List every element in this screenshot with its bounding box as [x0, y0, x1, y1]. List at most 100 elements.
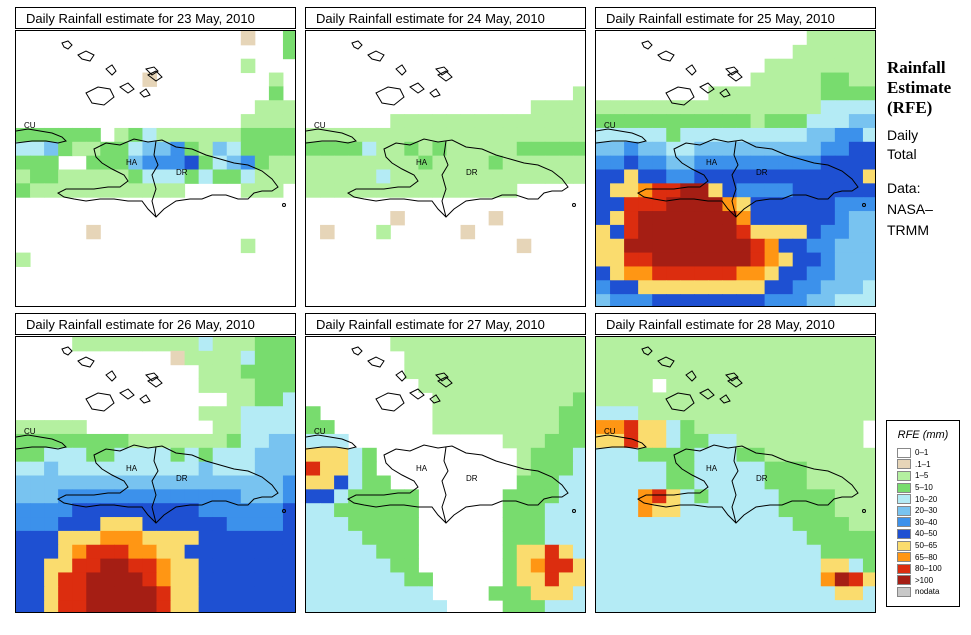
- rainfall-cell: [708, 238, 723, 254]
- rainfall-cell: [862, 294, 875, 306]
- rainfall-cell: [334, 503, 349, 518]
- rainfall-cell: [624, 183, 639, 198]
- rfe-line-1: Rainfall: [887, 58, 946, 77]
- rainfall-cell: [778, 392, 794, 407]
- rainfall-cell: [736, 600, 752, 612]
- rainfall-cell: [488, 406, 504, 421]
- rainfall-cell: [306, 155, 321, 170]
- rainfall-cell: [226, 517, 242, 532]
- legend-label: .1–1: [915, 459, 931, 469]
- rfe-line-2: Estimate: [887, 78, 952, 97]
- rainfall-cell: [750, 572, 766, 587]
- rainfall-cell: [694, 238, 709, 254]
- rainfall-cell: [736, 252, 752, 267]
- rainfall-cell: [268, 406, 284, 421]
- rainfall-cell: [282, 447, 295, 463]
- rainfall-cell: [212, 461, 228, 476]
- rainfall-cell: [764, 392, 780, 407]
- rainfall-cell: [708, 530, 723, 546]
- rainfall-cell: [226, 141, 242, 157]
- rainfall-cell: [254, 558, 270, 573]
- rainfall-cell: [792, 86, 808, 101]
- rainfall-cell: [254, 447, 270, 463]
- rainfall-cell: [736, 544, 752, 560]
- island-coastline: [145, 66, 159, 76]
- rainfall-cell: [544, 530, 560, 546]
- rainfall-cell: [610, 558, 625, 573]
- rainfall-cell: [268, 572, 284, 587]
- rainfall-cell: [680, 266, 695, 281]
- rainfall-cell: [362, 155, 377, 170]
- rainfall-cell: [708, 544, 723, 560]
- rainfall-cell: [722, 224, 737, 240]
- rainfall-cell: [862, 558, 875, 573]
- rainfall-cell: [778, 252, 794, 267]
- rainfall-cell: [778, 447, 794, 463]
- rainfall-cell: [862, 447, 875, 463]
- rainfall-cell: [240, 141, 256, 157]
- rainfall-cell: [834, 572, 850, 587]
- rainfall-cell: [778, 461, 794, 476]
- rainfall-cell: [572, 489, 585, 504]
- rfe-line-3: (RFE): [887, 98, 933, 117]
- rainfall-cell: [268, 447, 284, 463]
- rainfall-cell: [596, 183, 611, 198]
- rainfall-cell: [142, 586, 157, 601]
- rainfall-cell: [764, 572, 780, 587]
- rainfall-cell: [666, 155, 681, 170]
- island-coastline: [85, 86, 115, 106]
- rainfall-cell: [198, 503, 214, 518]
- rainfall-cell: [390, 337, 405, 352]
- island-coastline: [657, 356, 675, 368]
- rainfall-cell: [72, 544, 87, 560]
- rainfall-cell: [862, 461, 875, 476]
- rainfall-cell: [624, 100, 639, 115]
- rainfall-cell: [502, 392, 518, 407]
- rainfall-cell: [114, 558, 129, 573]
- rainfall-cell: [834, 238, 850, 254]
- rainfall-cell: [722, 183, 737, 198]
- legend-swatch: [897, 482, 911, 493]
- cuba-coastline: [596, 434, 647, 450]
- rainfall-cell: [128, 127, 143, 143]
- rainfall-cell: [624, 447, 639, 463]
- rainfall-cell: [474, 364, 490, 380]
- rainfall-cell: [362, 141, 377, 157]
- rainfall-cell: [558, 337, 574, 352]
- rainfall-cell: [820, 586, 836, 601]
- rainfall-cell: [212, 475, 228, 490]
- rainfall-cell: [806, 337, 822, 352]
- rainfall-cell: [862, 44, 875, 60]
- rainfall-cell: [306, 572, 321, 587]
- rainfall-cell: [184, 475, 200, 490]
- rainfall-cell: [806, 252, 822, 267]
- rainfall-cell: [708, 155, 723, 170]
- rainfall-cell: [170, 461, 186, 476]
- rainfall-cell: [680, 572, 695, 587]
- rainfall-cell: [792, 503, 808, 518]
- rainfall-cell: [806, 127, 822, 143]
- rainfall-cell: [320, 224, 335, 240]
- rainfall-cell: [652, 489, 667, 504]
- rainfall-cell: [820, 544, 836, 560]
- rainfall-cell: [848, 127, 864, 143]
- rainfall-cell: [666, 392, 681, 407]
- island-coastline: [409, 82, 425, 94]
- rainfall-cell: [558, 475, 574, 490]
- rainfall-cell: [820, 364, 836, 380]
- rainfall-cell: [362, 586, 377, 601]
- rainfall-cell: [306, 530, 321, 546]
- rainfall-cell: [708, 586, 723, 601]
- rainfall-cell: [610, 461, 625, 476]
- rainfall-cell: [820, 600, 836, 612]
- rainfall-cell: [544, 378, 560, 393]
- rfe-heading: Rainfall Estimate (RFE): [887, 58, 969, 118]
- rainfall-cell: [282, 100, 295, 115]
- legend-swatch: [897, 505, 911, 516]
- rainfall-cell: [736, 238, 752, 254]
- island-coastline: [375, 392, 405, 412]
- rainfall-cell: [820, 350, 836, 366]
- rainfall-cell: [142, 433, 157, 449]
- rainfall-cell: [736, 475, 752, 490]
